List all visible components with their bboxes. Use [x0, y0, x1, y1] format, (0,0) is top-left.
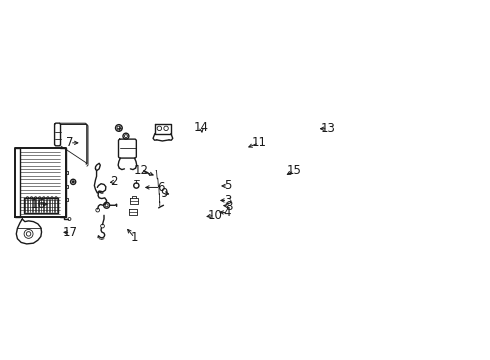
Text: 11: 11 [251, 136, 267, 149]
Text: 17: 17 [63, 226, 78, 239]
Text: 2: 2 [110, 175, 118, 188]
Text: 6: 6 [157, 181, 164, 194]
Text: 4: 4 [223, 206, 231, 219]
Circle shape [72, 181, 74, 183]
Text: 15: 15 [287, 164, 302, 177]
Text: 12: 12 [134, 164, 148, 177]
Text: 5: 5 [224, 179, 232, 193]
Text: 16: 16 [30, 198, 46, 211]
Text: 8: 8 [225, 199, 233, 212]
Text: 13: 13 [320, 122, 335, 135]
Text: 3: 3 [224, 194, 231, 207]
Text: 10: 10 [207, 209, 222, 222]
Text: 7: 7 [66, 136, 74, 149]
Text: 14: 14 [194, 121, 209, 135]
Text: 9: 9 [160, 186, 168, 199]
Text: 1: 1 [131, 231, 138, 244]
